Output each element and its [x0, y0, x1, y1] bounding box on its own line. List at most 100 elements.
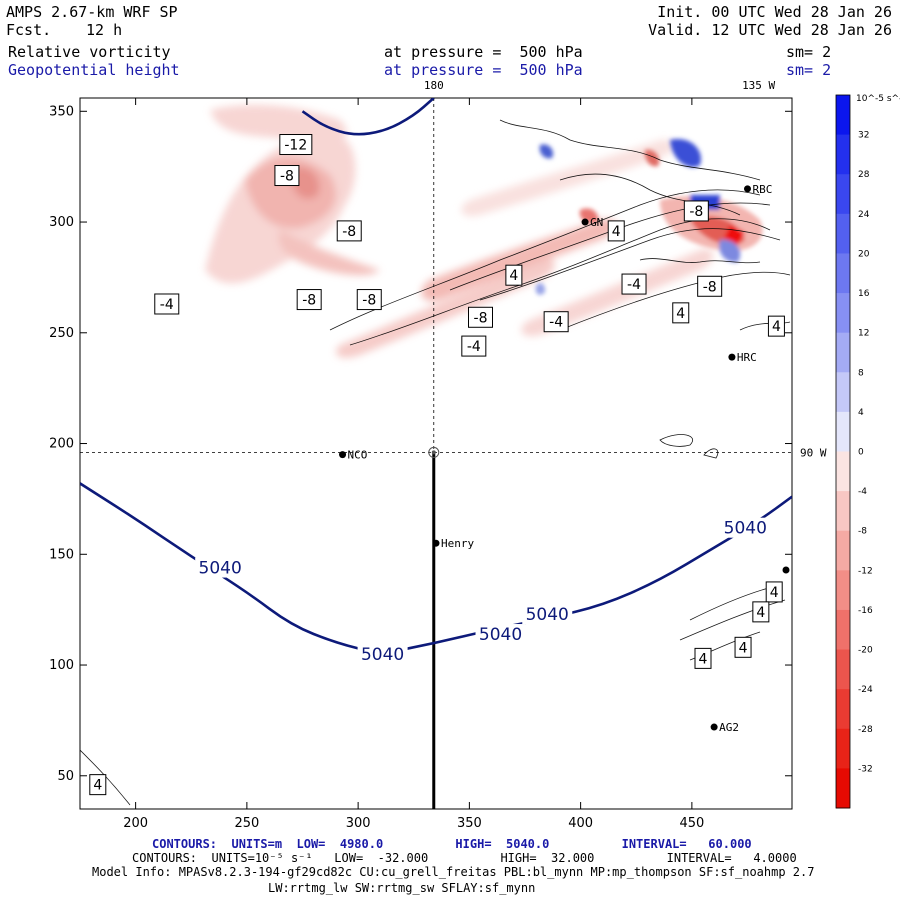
station-dot	[710, 723, 718, 731]
valid-time: Valid. 12 UTC Wed 28 Jan 26	[648, 21, 892, 39]
colorbar-label: -16	[858, 606, 873, 616]
vorticity-contour-label: -8	[362, 293, 376, 309]
y-tick-label: 100	[49, 658, 74, 673]
colorbar-bin	[836, 95, 850, 136]
height-contour-label: 5040	[361, 645, 404, 665]
plot-frame	[79, 97, 793, 810]
colorbar-label: 16	[858, 289, 870, 299]
station-dot	[744, 185, 751, 193]
field2-smoothing: sm= 2	[786, 61, 832, 79]
footer-vorticity-contours: CONTOURS: UNITS=10⁻⁵ s⁻¹ LOW= -32.000 HI…	[132, 851, 797, 865]
station-dot	[728, 353, 736, 361]
field2-name: Geopotential height	[8, 61, 180, 79]
colorbar-bin	[836, 768, 850, 809]
meridian-label: 135 W	[742, 79, 775, 92]
y-tick-label: 200	[49, 437, 74, 452]
forecast-hour: 12 h	[86, 21, 123, 39]
colorbar-label: 8	[858, 368, 864, 378]
model-title: AMPS 2.67-km WRF SP	[6, 3, 178, 21]
vorticity-label-box	[672, 302, 690, 324]
y-tick-label: 250	[49, 326, 74, 341]
vorticity-label-box	[752, 601, 770, 623]
colorbar-label: 24	[858, 210, 870, 220]
vorticity-label-box	[505, 264, 523, 286]
station-dot	[339, 451, 347, 459]
height-contour-label: 5040	[479, 625, 522, 645]
station-dot	[782, 566, 790, 574]
meridian-label: 180	[424, 79, 444, 92]
colorbar-bin	[836, 213, 850, 254]
y-tick-label: 300	[49, 215, 74, 230]
vorticity-label-box	[461, 335, 487, 357]
colorbar-bin	[836, 689, 850, 730]
colorbar-bin	[836, 411, 850, 452]
station-label: NCO	[348, 449, 368, 462]
vorticity-label-box	[694, 647, 712, 669]
vorticity-contour-label: -4	[160, 297, 174, 313]
colorbar-bin	[836, 530, 850, 571]
height-label-bg	[357, 643, 408, 664]
vorticity-contour-label: -12	[284, 138, 307, 154]
colorbar-label: -32	[858, 764, 873, 774]
colorbar-bin	[836, 293, 850, 334]
x-tick-label: 450	[679, 816, 704, 831]
colorbar-label: 20	[858, 249, 870, 259]
colorbar-bin	[836, 491, 850, 532]
height-label-bg	[720, 517, 771, 538]
vorticity-label-box	[274, 165, 300, 187]
vorticity-contour-label: 4	[509, 268, 518, 284]
station-label: RBC	[753, 183, 773, 196]
station-label: GN	[590, 216, 603, 229]
vorticity-label-box	[765, 581, 783, 603]
axes: 200 250 300 350 400 450 50 100 150 200 250 300 350	[49, 98, 792, 831]
station-markers: NCO Henry HRC AG2 GN RBC	[339, 183, 790, 734]
height-contour-label: 5040	[724, 519, 767, 539]
vorticity-contour-label: 4	[756, 605, 765, 621]
colorbar-label: 12	[858, 329, 869, 339]
vorticity-label-box	[296, 289, 322, 311]
colorbar-bin	[836, 253, 850, 294]
colorbar-frame	[835, 94, 851, 809]
vorticity-contour-label: 4	[612, 224, 621, 240]
height-contour-line	[80, 482, 792, 653]
colorbar-label: 28	[858, 170, 870, 180]
colorbar-bin	[836, 570, 850, 611]
forecast-label: Fcst.	[6, 21, 52, 39]
height-contour-label: 5040	[199, 559, 242, 579]
vorticity-label-box	[683, 200, 709, 222]
vorticity-contour-label: 4	[770, 585, 779, 601]
colorbar-label: -28	[858, 725, 873, 735]
vorticity-contour-label: 4	[93, 778, 102, 794]
vorticity-label-box	[734, 636, 752, 658]
height-label-bg	[522, 604, 573, 625]
vorticity-contour-label: -4	[627, 277, 641, 293]
y-tick-label: 350	[49, 104, 74, 119]
station-label: Henry	[441, 537, 474, 550]
x-tick-label: 200	[123, 816, 148, 831]
height-label-bg	[475, 624, 526, 645]
vorticity-label-box	[356, 289, 382, 311]
colorbar-bin	[836, 134, 850, 175]
vorticity-contour-label: 4	[772, 319, 781, 335]
x-tick-label: 250	[234, 816, 259, 831]
vorticity-contour-label: -8	[474, 310, 488, 326]
colorbar-label: -20	[858, 646, 873, 656]
colorbar-bin	[836, 728, 850, 769]
vorticity-contour-label: -4	[467, 339, 481, 355]
colorbar-label: -4	[858, 487, 867, 497]
colorbar-bin	[836, 451, 850, 492]
vorticity-label-box	[279, 134, 313, 156]
field1-smoothing: sm= 2	[786, 43, 832, 61]
x-tick-label: 300	[346, 816, 371, 831]
vorticity-label-box	[697, 275, 723, 297]
vorticity-contour-label: -4	[549, 315, 563, 331]
station-dot	[581, 218, 589, 226]
x-tick-label: 350	[457, 816, 482, 831]
colorbar: 10^-5 s^-1 32 28 24 20 16 12 8 4 0 -4 -8 -12 -16 -20 -2…	[835, 94, 900, 809]
station-dot	[432, 539, 440, 547]
height-contour-label: 5040	[526, 605, 569, 625]
colorbar-label: -12	[858, 566, 873, 576]
station-label: HRC	[737, 351, 757, 364]
